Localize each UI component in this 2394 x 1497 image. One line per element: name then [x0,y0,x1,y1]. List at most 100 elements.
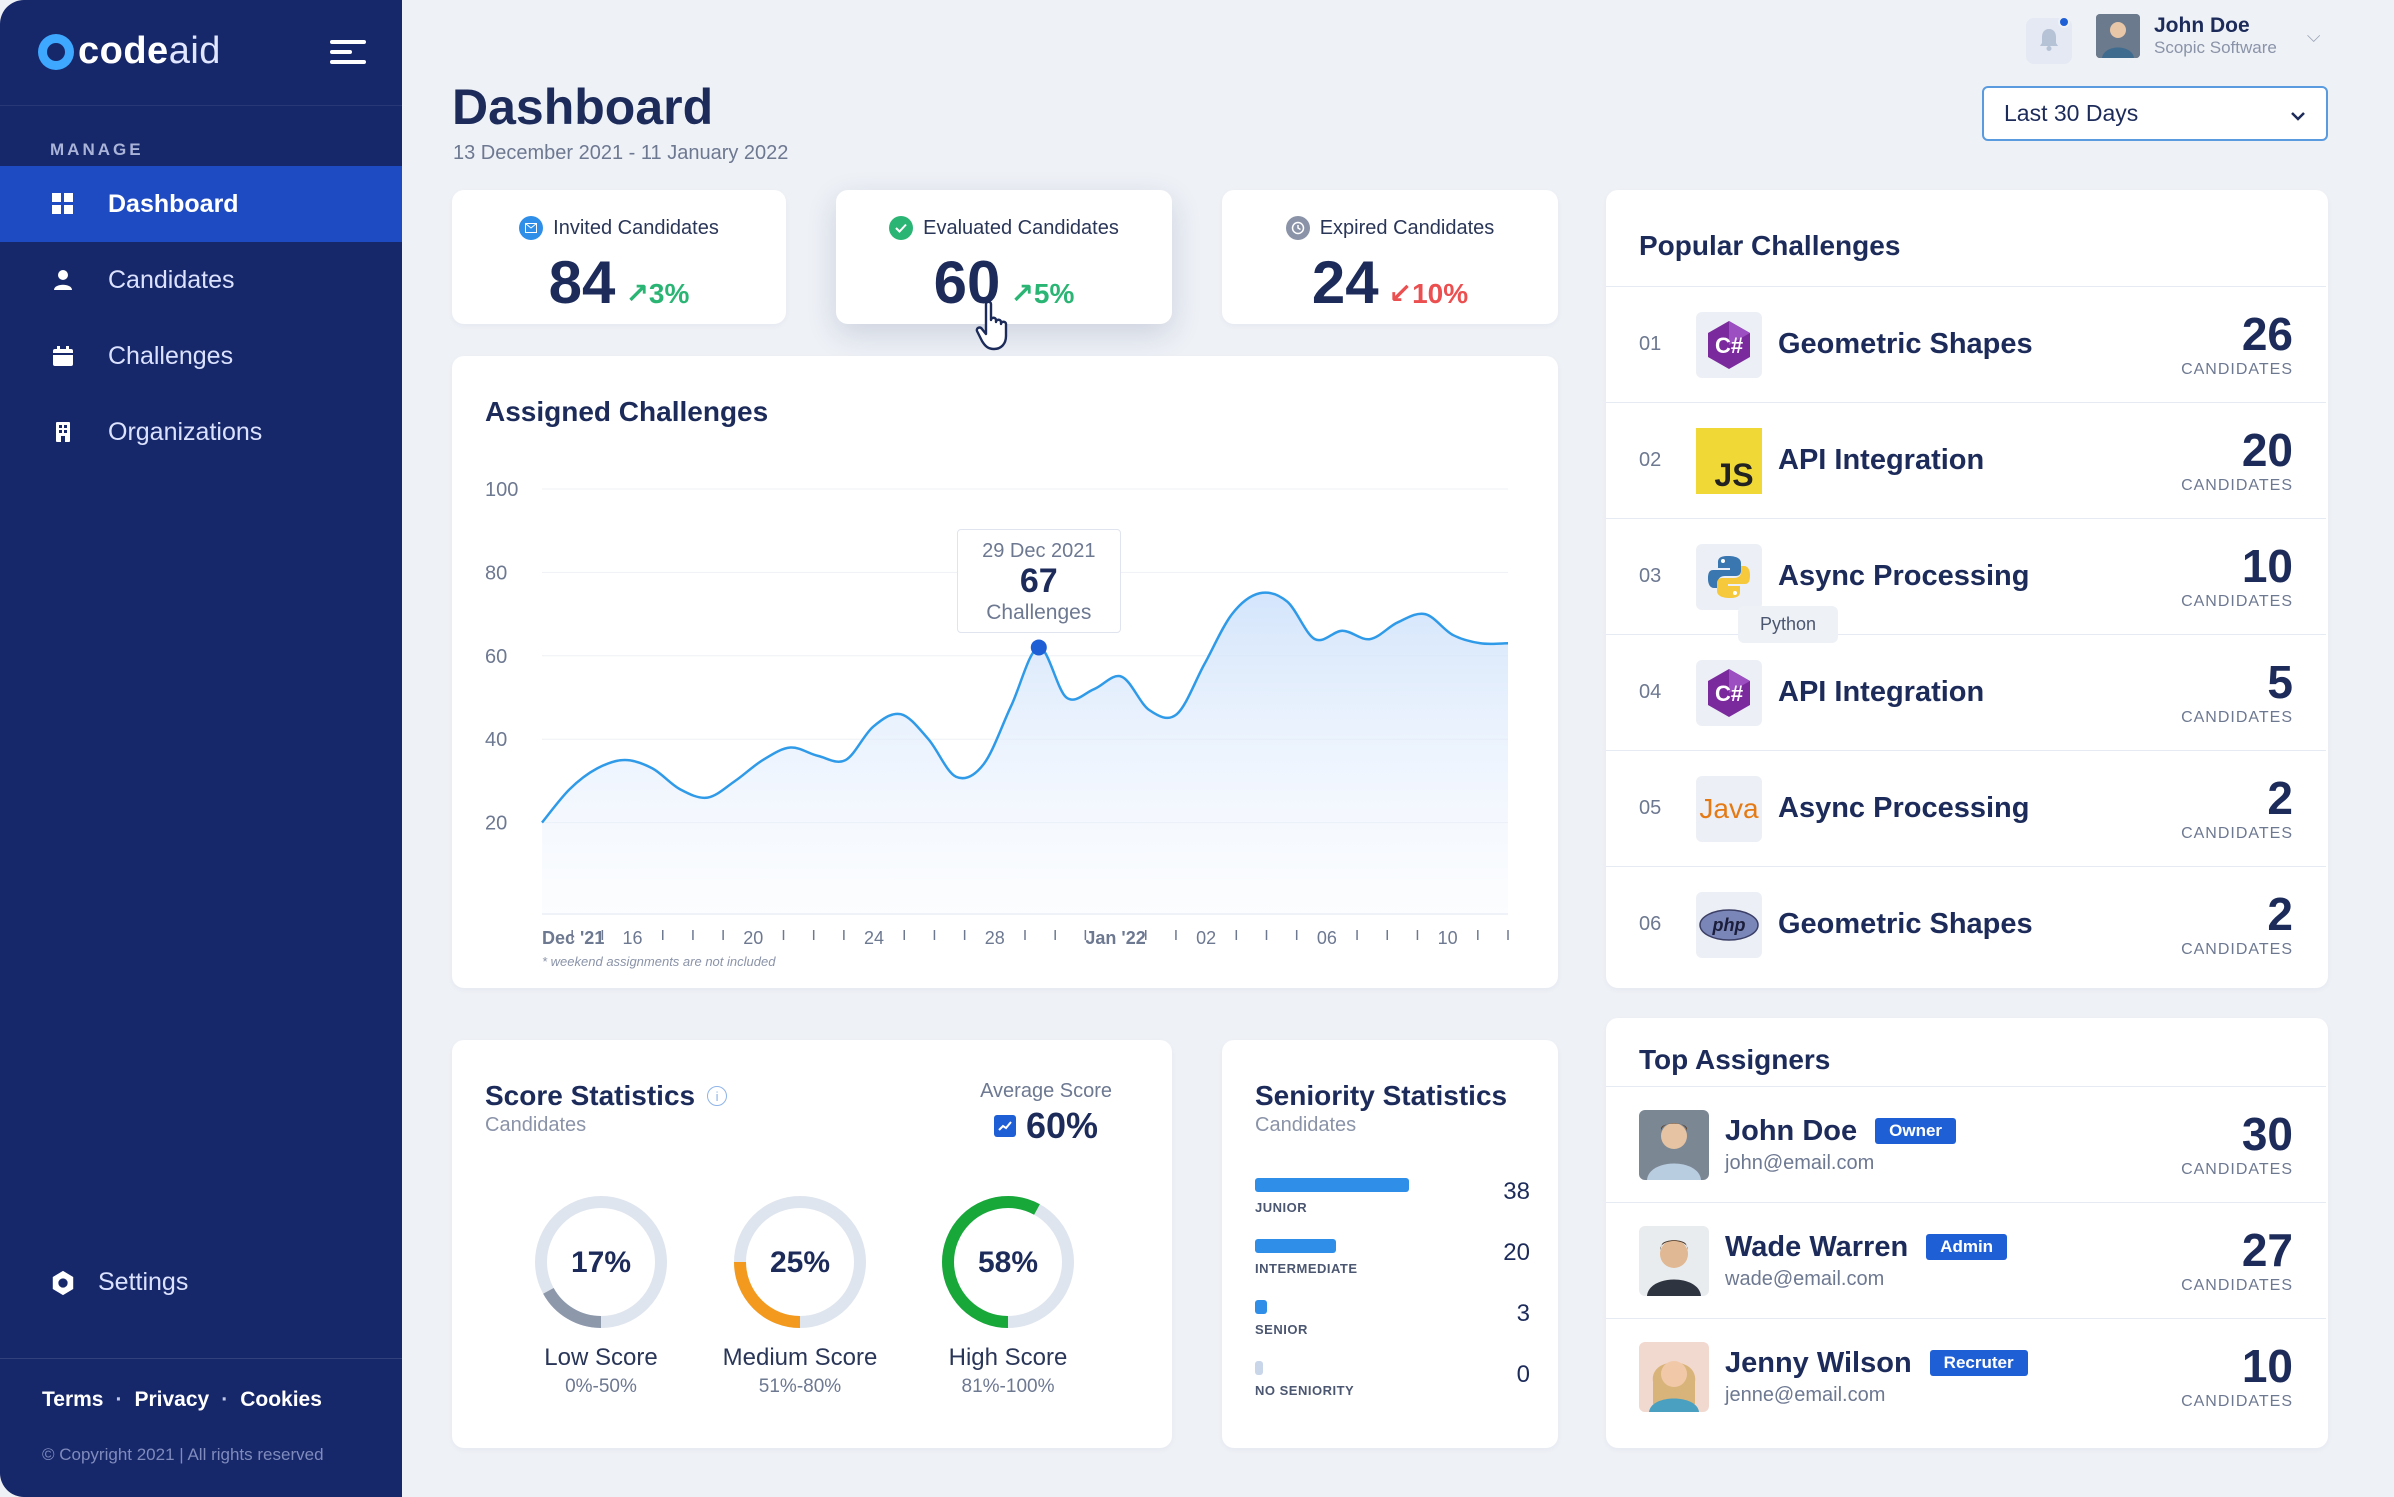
sidebar-item-dashboard[interactable]: Dashboard [0,166,402,242]
challenge-name: Async Processing [1778,560,2030,592]
evaluated-candidates-card[interactable]: Evaluated Candidates 60 ↗5% [836,190,1172,351]
candidate-count: 2 [2267,771,2293,824]
grid-icon [50,191,76,217]
list-item[interactable]: John Doe Owner john@email.com 30 CANDIDATE… [1606,1086,2326,1202]
candidate-count: 30 [2241,1107,2293,1160]
terms-link[interactable]: Terms [42,1388,104,1411]
info-icon[interactable]: i [707,1086,728,1106]
donut-range: 81%-100% [961,1376,1055,1397]
donut-percent: 17% [571,1246,631,1279]
user-menu[interactable]: John Doe Scopic Software ⌵ [2096,14,2321,58]
list-item[interactable]: 05 Java Async Processing 2 CANDIDATES [1606,750,2326,866]
seniority-label: JUNIOR [1255,1200,1308,1215]
candidate-count: 20 [2241,423,2293,476]
invited-candidates-card[interactable]: Invited Candidates 84 ↗3% [452,190,786,324]
trend-icon [994,1115,1016,1137]
seniority-value: 3 [1516,1300,1530,1327]
donut-label: High Score [948,1344,1068,1371]
seniority-row[interactable]: INTERMEDIATE 20 [1255,1239,1530,1289]
rank: 06 [1639,913,1662,935]
candidate-count: 27 [2241,1223,2293,1276]
stat-delta: ↗5% [1010,278,1075,309]
chart-highlight-point[interactable] [1030,639,1047,656]
tooltip-value: 67 [1019,562,1058,601]
list-item[interactable]: 04 C# API Integration 5 CANDIDATES [1606,634,2326,750]
x-tick-label: 02 [1196,928,1216,948]
chart-line [541,591,1509,824]
sidebar-item-settings[interactable]: Settings [50,1268,188,1297]
seniority-bar [1255,1239,1337,1253]
role-badge: Owner [1875,1118,1957,1144]
donut-range: 0%-50% [565,1376,637,1397]
donut-range: 51%-80% [758,1376,842,1397]
avatar [1639,1225,1709,1296]
list-item[interactable]: 03 Async Processing 10 CANDIDATES [1606,518,2326,634]
x-tick-label: 20 [743,928,763,948]
chevron-down-icon [2290,100,2306,127]
seniority-row[interactable]: JUNIOR 38 [1255,1178,1530,1228]
csharp-icon: C# [1696,659,1762,726]
collapse-menu-icon[interactable] [330,40,366,70]
donut-chart: 58% [942,1196,1074,1328]
privacy-link[interactable]: Privacy [134,1388,210,1411]
avatar [1639,1109,1709,1180]
donut-label: Medium Score [722,1344,878,1371]
notifications-button[interactable] [2026,16,2072,64]
donut-low[interactable]: 17% Low Score 0%-50% [501,1192,701,1398]
logo-icon [38,33,74,70]
challenge-name: Geometric Shapes [1778,328,2033,360]
challenge-name: Async Processing [1778,792,2030,824]
period-select[interactable]: Last 30 Days [1982,86,2328,141]
y-tick-label: 80 [485,562,507,584]
donut-chart: 25% [734,1196,866,1328]
y-tick-label: 60 [485,646,507,668]
seniority-bar [1255,1300,1268,1314]
app-logo[interactable]: code aid [38,30,221,73]
hand-cursor-icon [974,300,1016,357]
cookies-link[interactable]: Cookies [240,1388,322,1411]
copyright: © Copyright 2021 | All rights reserved [42,1445,324,1464]
list-item[interactable]: Jenny Wilson Recruter jenne@email.com 10 C… [1606,1318,2326,1434]
card-title: Top Assigners [1639,1044,1831,1075]
card-subtitle: Candidates [1255,1114,1357,1136]
calendar-icon [50,343,76,369]
svg-text:C#: C# [1715,333,1743,358]
python-icon [1696,543,1762,610]
list-item[interactable]: 01 C# Geometric Shapes 26 CANDIDATES [1606,286,2326,402]
seniority-row[interactable]: SENIOR 3 [1255,1300,1530,1350]
candidate-count: 5 [2267,655,2293,708]
x-tick-label: 10 [1438,928,1458,948]
sidebar: code aid MANAGE Dashboard Candidates Chal… [0,0,402,1497]
expired-candidates-card[interactable]: Expired Candidates 24 ↙10% [1222,190,1558,324]
donut-high[interactable]: 58% High Score 81%-100% [908,1192,1108,1398]
count-label: CANDIDATES [2181,708,2293,726]
sidebar-item-label: Challenges [108,341,234,370]
sidebar-item-label: Organizations [108,417,263,446]
seniority-label: NO SENIORITY [1255,1383,1355,1398]
top-assigners-card: Top Assigners John Doe Owner john@email.c… [1606,1018,2328,1448]
seniority-value: 38 [1503,1178,1530,1205]
avatar [1639,1341,1709,1412]
chart-tooltip: 29 Dec 2021 67 Challenges [956,529,1121,634]
assigner-name: John Doe [1725,1114,1858,1147]
count-label: CANDIDATES [2181,824,2293,842]
assigned-challenges-card: Assigned Challenges 20 40 60 80 100 Dec '21 1… [452,356,1558,988]
divider [0,1358,402,1359]
sidebar-item-candidates[interactable]: Candidates [0,242,402,318]
sidebar-item-organizations[interactable]: Organizations [0,394,402,470]
donut-medium[interactable]: 25% Medium Score 51%-80% [700,1192,900,1398]
donut-percent: 25% [770,1246,830,1279]
challenge-name: API Integration [1778,676,1985,708]
rank: 02 [1639,449,1662,471]
list-item[interactable]: 02 JS API Integration 20 CANDIDATES [1606,402,2326,518]
sidebar-item-challenges[interactable]: Challenges [0,318,402,394]
assigned-challenges-chart[interactable]: 20 40 60 80 100 Dec '21 16 20 24 28 Jan '22 02 06 10… [452,356,1558,988]
count-label: CANDIDATES [2181,1276,2293,1294]
list-item[interactable]: 06 php Geometric Shapes 2 CANDIDATES [1606,866,2326,982]
list-item[interactable]: Wade Warren Admin wade@email.com 27 CANDID… [1606,1202,2326,1318]
seniority-row[interactable]: NO SENIORITY 0 [1255,1361,1530,1411]
delta-value: 10% [1412,278,1469,309]
x-tick-label: 28 [985,928,1005,948]
y-tick-label: 20 [485,813,507,835]
seniority-label: INTERMEDIATE [1255,1261,1358,1276]
